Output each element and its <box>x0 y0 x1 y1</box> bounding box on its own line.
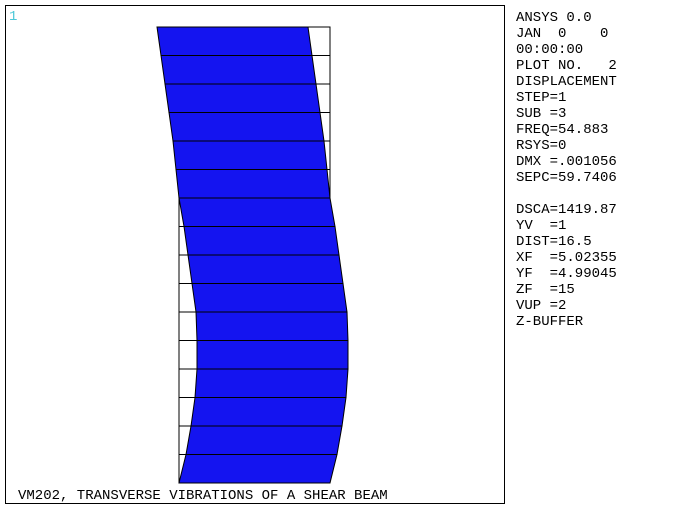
info-line: SUB =3 <box>516 106 566 122</box>
deformed-element <box>196 340 349 370</box>
deformed-element <box>185 425 343 455</box>
deformed-element <box>195 311 349 341</box>
deformed-element <box>156 26 313 56</box>
deformed-element <box>168 112 325 142</box>
deformed-element <box>172 140 328 170</box>
plot-title: VM202, TRANSVERSE VIBRATIONS OF A SHEAR … <box>18 488 388 504</box>
view-line: YF =4.99045 <box>516 266 617 282</box>
deformed-element <box>175 169 331 199</box>
info-line: PLOT NO. 2 <box>516 58 617 74</box>
deformed-element <box>191 283 348 313</box>
viewport-frame <box>5 5 505 504</box>
window-number: 1 <box>9 9 17 25</box>
deformed-element <box>160 55 317 85</box>
info-line: DMX =.001056 <box>516 154 617 170</box>
deformed-element <box>164 83 321 113</box>
view-line: ZF =15 <box>516 282 575 298</box>
deformed-element <box>183 226 340 256</box>
info-line: FREQ=54.883 <box>516 122 608 138</box>
view-line: YV =1 <box>516 218 566 234</box>
view-line: DIST=16.5 <box>516 234 592 250</box>
info-line: SEPC=59.7406 <box>516 170 617 186</box>
info-line: 00:00:00 <box>516 42 583 58</box>
view-line: Z-BUFFER <box>516 314 584 330</box>
view-line: XF =5.02355 <box>516 250 617 266</box>
view-line: VUP =2 <box>516 298 566 314</box>
info-line: STEP=1 <box>516 90 566 106</box>
deformed-element <box>194 368 349 398</box>
view-line: DSCA=1419.87 <box>516 202 617 218</box>
deformed-element <box>190 397 347 427</box>
deformed-element <box>178 197 336 227</box>
info-line: RSYS=0 <box>516 138 566 154</box>
deformed-element <box>187 254 344 284</box>
beam-plot <box>156 26 349 484</box>
deformed-element <box>178 454 338 484</box>
info-line: ANSYS 0.0 <box>516 10 592 26</box>
info-line: JAN 0 0 <box>516 26 608 42</box>
info-line: DISPLACEMENT <box>516 74 617 90</box>
